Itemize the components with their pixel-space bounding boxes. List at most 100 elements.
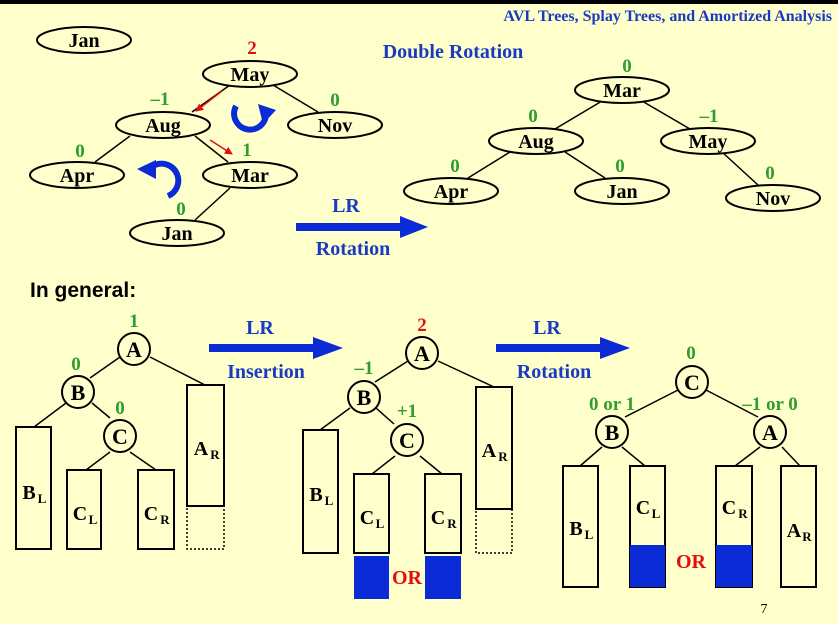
top-bar [0, 0, 838, 4]
clockwise-rotation-arrowhead [258, 104, 276, 124]
tree-node-a: A [405, 336, 439, 370]
svg-text:A: A [194, 438, 209, 460]
balance-factor-jan: 0 [176, 199, 186, 220]
svg-text:Apr: Apr [60, 165, 95, 187]
tree-node-may: May [202, 60, 298, 88]
subtree-ar: A R [186, 384, 225, 550]
tree-node-apr: Apr [29, 161, 125, 189]
svg-text:C: C [431, 507, 445, 529]
svg-text:L: L [585, 527, 594, 542]
subtree-cr: C R [424, 473, 462, 599]
page-number: 7 [761, 602, 768, 617]
svg-text:C: C [399, 428, 415, 453]
svg-text:B: B [569, 518, 582, 540]
svg-text:C: C [684, 370, 700, 395]
svg-text:C: C [144, 503, 158, 525]
balance-factor-nov: 0 [330, 90, 340, 111]
tree-node-jan-standalone: Jan [36, 26, 132, 54]
svg-text:R: R [160, 512, 170, 527]
balance-factor-a: –1 or 0 [741, 394, 798, 415]
tree-node-b: B [347, 380, 381, 414]
balance-factor-nov: 0 [765, 163, 775, 184]
svg-text:L: L [38, 491, 47, 506]
lr-rotation-arrow-example: LR Rotation [296, 195, 428, 260]
balance-factor-c: 0 [115, 398, 125, 419]
svg-text:Jan: Jan [161, 223, 192, 245]
svg-text:C: C [112, 424, 128, 449]
svg-text:May: May [231, 64, 270, 86]
tree-node-c: C [103, 419, 137, 453]
balance-factor-b: 0 [71, 354, 81, 375]
svg-text:R: R [738, 506, 748, 521]
subtree-ar: A R [475, 386, 513, 554]
svg-text:A: A [126, 337, 142, 362]
tree-node-a: A [753, 415, 787, 449]
svg-text:L: L [325, 493, 334, 508]
tree-node-may: May [660, 127, 756, 155]
svg-text:Mar: Mar [231, 165, 269, 187]
svg-text:Rotation: Rotation [517, 361, 591, 383]
subtree-cl: C L [353, 473, 390, 599]
inserted-level-fill [630, 545, 665, 587]
slide-header: AVL Trees, Splay Trees, and Amortized An… [503, 8, 832, 25]
tree-node-aug: Aug [115, 111, 211, 139]
inserted-level-fill [716, 545, 752, 587]
svg-text:Aug: Aug [145, 115, 181, 137]
tree-node-mar: Mar [202, 161, 298, 189]
tree-node-jan: Jan [574, 177, 670, 205]
svg-text:L: L [89, 512, 98, 527]
or-label: OR [392, 567, 423, 589]
tree-node-b: B [595, 415, 629, 449]
lr-insertion-arrow: LR Insertion [209, 317, 343, 383]
svg-text:A: A [414, 341, 430, 366]
svg-text:R: R [498, 449, 508, 464]
svg-text:Nov: Nov [318, 115, 352, 137]
tree-node-c: C [390, 423, 424, 457]
general-tree-before-insertion: A B C 1 0 0 B L C L C R A R [15, 311, 225, 550]
svg-text:A: A [762, 420, 778, 445]
balance-factor-b: –1 [354, 358, 374, 379]
balance-factor-a: 2 [417, 315, 427, 336]
svg-text:R: R [210, 447, 220, 462]
balance-factor-aug: –1 [150, 89, 170, 110]
svg-text:Jan: Jan [606, 181, 637, 203]
svg-text:LR: LR [332, 195, 360, 217]
balance-factor-a: 1 [129, 311, 139, 332]
tree-node-jan: Jan [129, 219, 225, 247]
svg-text:C: C [722, 497, 736, 519]
svg-text:B: B [357, 385, 372, 410]
svg-text:May: May [689, 131, 728, 153]
balance-factor-apr: 0 [75, 141, 85, 162]
example-before-tree: Jan May Aug Nov Apr Mar Jan 2 –1 0 0 [29, 26, 383, 247]
balance-factor-b: 0 or 1 [589, 394, 635, 415]
lr-rotation-arrow-general: LR Rotation [496, 317, 630, 383]
svg-text:A: A [787, 520, 802, 542]
svg-text:C: C [636, 497, 650, 519]
svg-text:Rotation: Rotation [316, 238, 390, 260]
inserted-level-fill [425, 556, 461, 599]
svg-text:B: B [22, 482, 35, 504]
svg-text:B: B [71, 380, 86, 405]
svg-text:R: R [447, 516, 457, 531]
rotation-red-arrow [209, 139, 233, 155]
svg-text:LR: LR [246, 317, 274, 339]
subtree-bl: B L [302, 429, 339, 554]
subtree-bl: B L [562, 465, 599, 588]
tree-node-c: C [675, 365, 709, 399]
balance-factor-mar: 0 [622, 56, 632, 77]
balance-factor-may: –1 [699, 106, 719, 127]
tree-node-apr: Apr [403, 177, 499, 205]
svg-text:Nov: Nov [756, 188, 790, 210]
svg-text:LR: LR [533, 317, 561, 339]
counterclockwise-rotation-icon [153, 160, 182, 199]
balance-factor-jan: 0 [615, 156, 625, 177]
svg-text:Insertion: Insertion [227, 361, 305, 383]
tree-node-a: A [117, 332, 151, 366]
subtree-cl: C L [66, 469, 102, 550]
svg-text:Aug: Aug [518, 131, 554, 153]
subtree-bl: B L [15, 426, 52, 550]
subtree-cr: C R [137, 469, 175, 550]
balance-factor-mar: 1 [242, 140, 252, 161]
svg-text:Jan: Jan [68, 30, 99, 52]
subtree-ar: A R [780, 465, 817, 588]
